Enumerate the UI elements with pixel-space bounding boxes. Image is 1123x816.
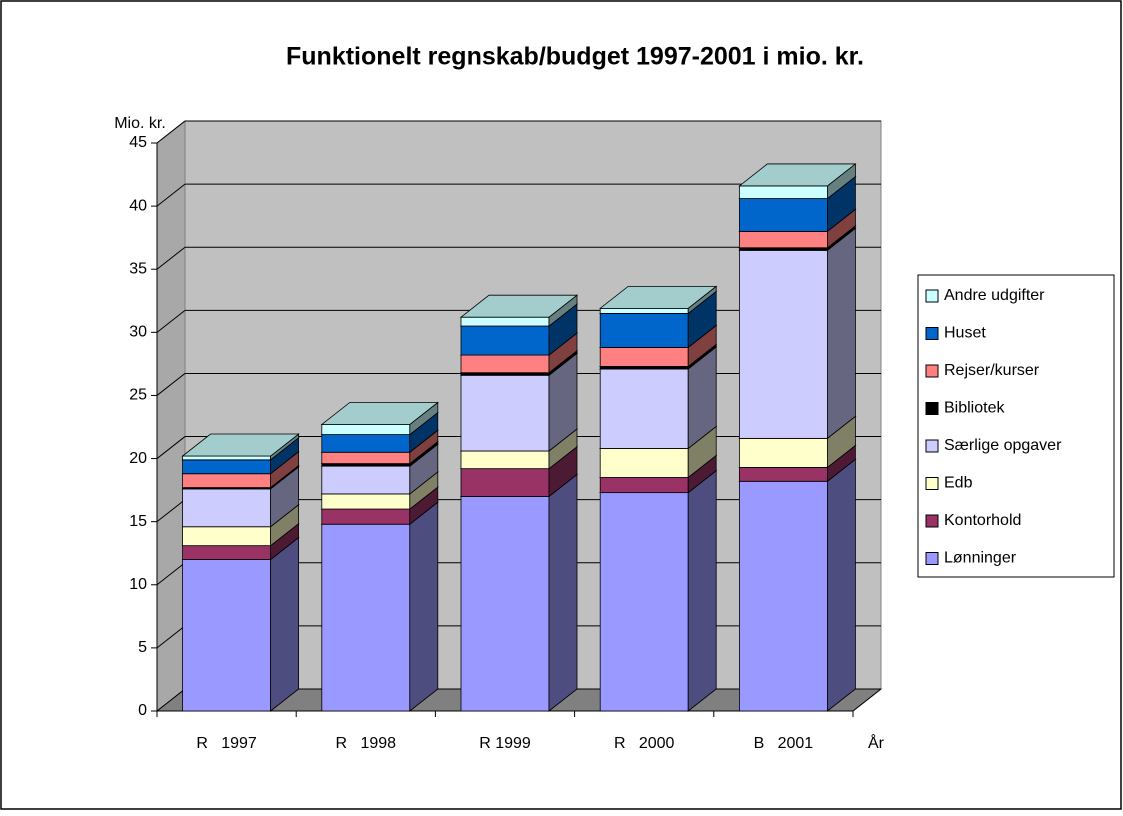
legend-swatch xyxy=(925,477,939,490)
bar-segment xyxy=(739,249,828,439)
bar-segment xyxy=(739,437,828,468)
bar-segment xyxy=(739,185,828,199)
legend-label: Huset xyxy=(944,325,986,342)
bar-segment xyxy=(182,488,272,528)
bar-side xyxy=(409,501,439,712)
bar-top xyxy=(181,433,300,457)
bar-segment xyxy=(739,198,828,232)
x-axis-depth xyxy=(852,688,882,712)
bar-side xyxy=(827,458,856,712)
legend-label: Bibliotek xyxy=(944,400,1005,417)
grid-line-side xyxy=(156,436,186,459)
bar-segment xyxy=(182,545,272,560)
grid-line-side xyxy=(156,373,186,396)
grid-line-side xyxy=(156,246,186,270)
y-axis-label: Mio. kr. xyxy=(114,115,166,132)
legend-label: Lønninger xyxy=(944,550,1017,567)
y-tick-label: 15 xyxy=(129,513,147,530)
bar-segment xyxy=(739,480,828,712)
bar-segment xyxy=(460,374,550,452)
legend-swatch xyxy=(925,514,939,528)
y-tick-label: 20 xyxy=(129,450,147,467)
legend-swatch xyxy=(925,439,939,453)
bar-segment xyxy=(460,316,550,327)
bar-top xyxy=(738,163,857,187)
bar-side xyxy=(827,227,856,440)
legend-swatch xyxy=(925,402,939,415)
side-wall xyxy=(156,119,186,713)
legend-label: Særlige opgaver xyxy=(944,437,1062,454)
grid-line-side xyxy=(156,625,186,649)
chart-title: Funktionelt regnskab/budget 1997-2001 i … xyxy=(286,43,864,71)
bar-top xyxy=(459,294,579,318)
bar-segment xyxy=(599,368,689,449)
bar-segment xyxy=(182,473,272,488)
legend-label: Kontorhold xyxy=(944,512,1021,529)
legend-label: Edb xyxy=(944,475,973,492)
legend-swatch xyxy=(925,364,939,378)
bar-segment xyxy=(460,496,550,712)
bar-segment xyxy=(321,434,411,453)
x-tick-label: B 2001 xyxy=(754,735,814,752)
bar-side xyxy=(270,536,300,712)
bar-segment xyxy=(182,459,272,475)
grid-line-side xyxy=(156,183,186,207)
bar-segment xyxy=(321,451,411,465)
grid-line-side xyxy=(156,562,186,586)
legend-swatch xyxy=(925,289,939,303)
legend-swatch xyxy=(925,552,939,565)
y-tick-label: 45 xyxy=(129,134,147,151)
grid-line-side xyxy=(156,688,186,712)
bar-side xyxy=(548,473,578,712)
x-tick-label: R 2000 xyxy=(614,735,675,752)
bar-top xyxy=(599,285,718,309)
bar-segment xyxy=(321,493,411,510)
bar-segment xyxy=(599,448,689,478)
bar-segment xyxy=(739,230,828,249)
y-tick-label: 25 xyxy=(129,387,147,404)
bar-segment xyxy=(739,466,828,482)
y-tick-label: 10 xyxy=(129,576,147,593)
legend-label: Rejser/kurser xyxy=(944,362,1040,379)
bar-segment xyxy=(321,523,411,712)
grid-line-side xyxy=(156,499,186,523)
bar-segment xyxy=(599,477,689,494)
bar-segment xyxy=(460,450,550,470)
y-tick-label: 30 xyxy=(129,324,147,341)
x-tick-label: R 1997 xyxy=(196,735,257,752)
bar-segment xyxy=(321,508,411,525)
y-tick-label: 35 xyxy=(129,260,147,277)
grid-line-side xyxy=(156,120,186,144)
bar-segment xyxy=(460,354,550,374)
bar-segment xyxy=(599,347,689,367)
y-tick-label: 40 xyxy=(129,197,147,214)
y-tick-label: 0 xyxy=(138,702,147,719)
bar-segment xyxy=(599,492,689,712)
x-tick-label: R 1998 xyxy=(336,735,397,752)
legend xyxy=(917,274,1115,578)
bar-segment xyxy=(182,526,272,547)
legend-label: Andre udgifter xyxy=(944,287,1045,304)
bar-segment xyxy=(182,559,272,712)
bar-segment xyxy=(182,455,272,461)
bar-segment xyxy=(599,312,689,348)
bar-segment xyxy=(460,325,550,356)
x-axis-label: År xyxy=(868,733,885,752)
bar-top xyxy=(320,402,439,425)
bar-segment xyxy=(599,307,689,314)
bar-segment xyxy=(321,424,411,435)
y-tick-label: 5 xyxy=(138,639,147,656)
x-tick-label: R 1999 xyxy=(479,735,531,752)
legend-swatch xyxy=(925,327,939,340)
grid-line-side xyxy=(156,309,186,333)
bar-segment xyxy=(460,468,550,497)
bar-segment xyxy=(321,465,411,495)
bar-side xyxy=(687,469,717,712)
